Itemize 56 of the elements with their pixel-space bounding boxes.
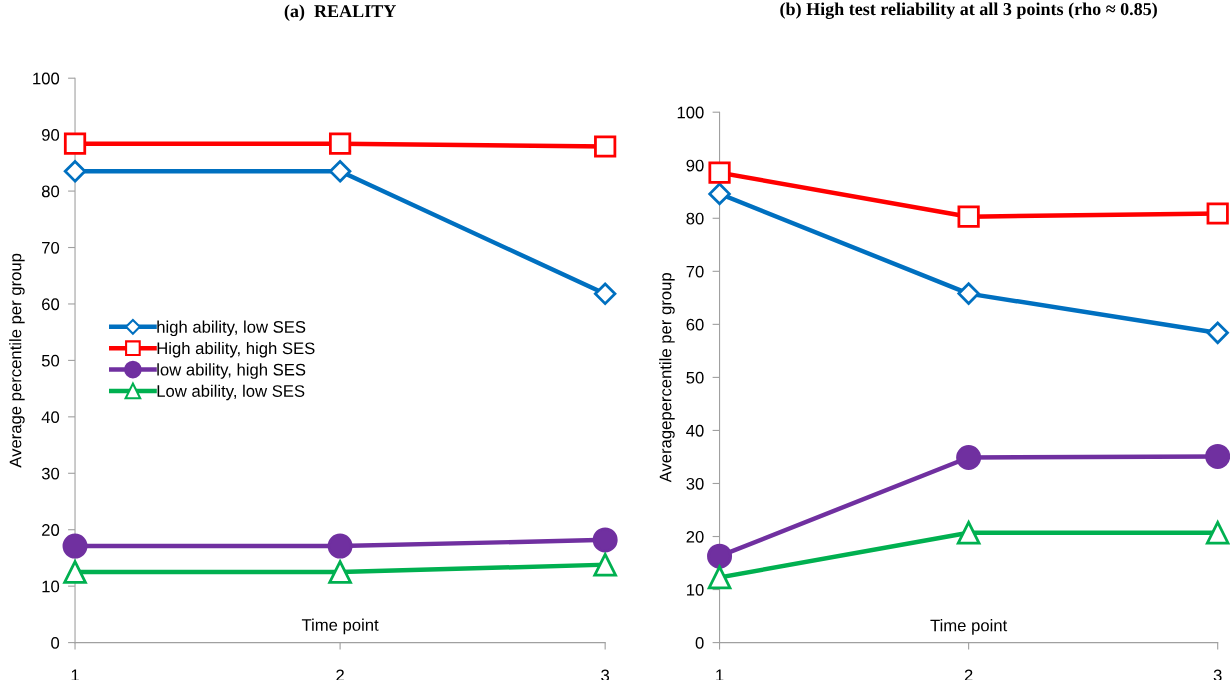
y-tick-label: 80 bbox=[41, 185, 60, 198]
chart-title: (b) High test reliability at all 3 points (rho ≈ 0.85) bbox=[780, 2, 1157, 19]
point bbox=[1206, 202, 1229, 225]
y-axis-title: Averagepercentile per group bbox=[659, 273, 675, 483]
point bbox=[707, 543, 733, 569]
x-axis-title: Time point bbox=[301, 618, 379, 635]
point bbox=[328, 160, 352, 183]
point bbox=[327, 533, 353, 559]
y-tick-label: 40 bbox=[41, 411, 60, 424]
legend-label: Low ability, low SES bbox=[157, 384, 305, 401]
y-tick-label: 60 bbox=[42, 298, 60, 311]
x-axis-title: Time point bbox=[930, 619, 1008, 635]
chart-title: (a) REALITY bbox=[284, 4, 396, 21]
y-tick-label: 0 bbox=[51, 637, 60, 649]
point bbox=[63, 160, 87, 183]
y-tick-label: 90 bbox=[686, 159, 704, 172]
point bbox=[592, 527, 618, 553]
point bbox=[957, 205, 980, 228]
legend-label: low ability, high SES bbox=[157, 363, 306, 379]
y-tick-label: 0 bbox=[695, 637, 704, 649]
point bbox=[62, 533, 88, 559]
point bbox=[1205, 521, 1230, 545]
point bbox=[63, 132, 87, 155]
y-tick-label: 10 bbox=[42, 580, 60, 593]
legend-label: high ability, low SES bbox=[157, 320, 306, 337]
point bbox=[593, 282, 617, 306]
y-tick-label: 10 bbox=[687, 583, 704, 596]
point bbox=[1206, 321, 1229, 345]
y-tick-label: 90 bbox=[42, 129, 60, 141]
point bbox=[957, 282, 980, 305]
y-tick-label: 80 bbox=[686, 212, 704, 225]
y-tick-label: 20 bbox=[686, 530, 704, 543]
y-tick-label: 50 bbox=[41, 354, 60, 367]
point bbox=[593, 552, 617, 577]
y-tick-label: 40 bbox=[686, 424, 704, 437]
y-tick-label: 50 bbox=[686, 371, 704, 384]
point bbox=[328, 132, 352, 155]
y-tick-label: 30 bbox=[41, 467, 60, 480]
point bbox=[707, 565, 732, 590]
point bbox=[594, 135, 617, 158]
legend-label: High ability, high SES bbox=[157, 341, 315, 358]
point bbox=[956, 521, 981, 545]
y-tick-label: 100 bbox=[677, 106, 704, 119]
y-axis-title: Average percentile per group bbox=[9, 253, 25, 468]
y-tick-label: 70 bbox=[686, 265, 704, 278]
point bbox=[63, 560, 87, 584]
y-tick-label: 100 bbox=[33, 72, 60, 85]
y-tick-label: 60 bbox=[686, 318, 704, 331]
point bbox=[956, 444, 982, 470]
y-tick-label: 20 bbox=[42, 524, 60, 536]
point bbox=[328, 560, 352, 584]
y-tick-label: 30 bbox=[686, 477, 704, 490]
point bbox=[708, 161, 731, 184]
y-tick-label: 70 bbox=[42, 241, 60, 254]
point bbox=[1205, 443, 1230, 469]
point bbox=[708, 182, 731, 206]
